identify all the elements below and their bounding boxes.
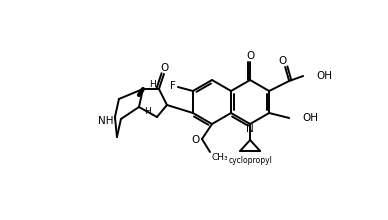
Text: OH: OH xyxy=(316,71,332,81)
Text: H: H xyxy=(149,79,156,88)
Text: O: O xyxy=(192,135,200,145)
Text: OH: OH xyxy=(302,113,318,123)
Text: N: N xyxy=(246,124,254,134)
Text: CH₃: CH₃ xyxy=(212,152,228,161)
Text: O: O xyxy=(246,51,254,61)
Text: F: F xyxy=(170,81,176,91)
Text: NH: NH xyxy=(98,116,114,126)
Text: O: O xyxy=(278,56,286,66)
Text: O: O xyxy=(161,63,169,73)
Text: H: H xyxy=(145,106,151,116)
Text: cyclopropyl: cyclopropyl xyxy=(228,156,272,165)
